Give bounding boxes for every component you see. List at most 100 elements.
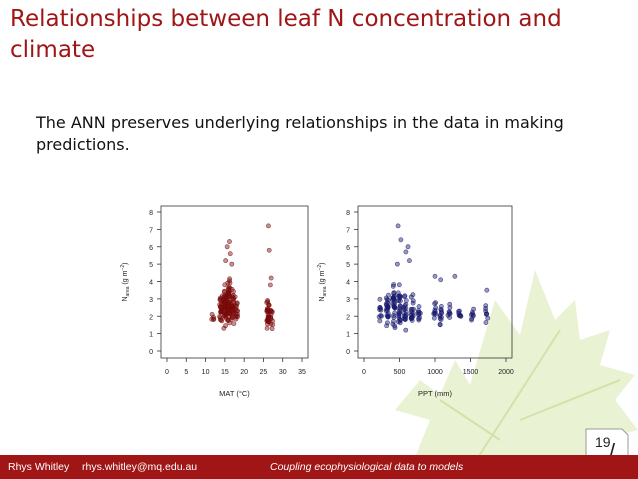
data-point bbox=[484, 311, 489, 317]
data-point bbox=[409, 318, 415, 323]
data-point bbox=[227, 239, 232, 244]
data-point bbox=[457, 308, 462, 314]
y-tick-label: 8 bbox=[346, 210, 350, 217]
y-axis-label: Narea (g m−2) bbox=[317, 262, 328, 301]
data-point bbox=[394, 261, 400, 267]
data-point bbox=[447, 311, 452, 317]
data-point bbox=[403, 301, 409, 307]
data-point bbox=[264, 325, 270, 331]
data-point bbox=[377, 318, 383, 324]
data-point bbox=[232, 307, 238, 313]
data-point bbox=[233, 316, 239, 322]
x-tick-label: 10 bbox=[202, 369, 210, 376]
y-tick-label: 3 bbox=[346, 297, 350, 304]
data-point bbox=[377, 296, 383, 302]
chart-ppt: 0 1 2 3 4 5 6 7 8 0 500 1000 1500 2000 PPT (mm) Narea (… bbox=[317, 205, 514, 398]
y-tick-label: 0 bbox=[346, 349, 350, 356]
data-point bbox=[397, 303, 403, 309]
x-tick-label: 0 bbox=[165, 369, 169, 376]
data-point bbox=[438, 277, 444, 283]
x-tick-label: 2000 bbox=[498, 369, 514, 376]
data-point bbox=[469, 317, 474, 323]
data-point bbox=[410, 292, 416, 298]
x-tick-label: 30 bbox=[279, 369, 287, 376]
data-point bbox=[209, 311, 215, 317]
y-tick-label: 7 bbox=[346, 227, 350, 234]
data-point bbox=[391, 315, 397, 320]
data-point bbox=[269, 326, 275, 332]
data-point bbox=[386, 313, 392, 319]
data-point bbox=[402, 316, 408, 322]
data-point bbox=[483, 303, 489, 309]
y-tick-label: 2 bbox=[346, 314, 350, 321]
data-point bbox=[231, 321, 237, 327]
data-point bbox=[390, 283, 396, 289]
data-point bbox=[410, 298, 416, 304]
data-point bbox=[411, 306, 416, 312]
y-tick-label: 1 bbox=[346, 332, 350, 339]
data-point bbox=[377, 307, 382, 312]
plot-frame bbox=[160, 205, 309, 359]
data-point bbox=[438, 304, 444, 309]
y-tick-label: 8 bbox=[149, 210, 153, 217]
data-point bbox=[405, 244, 411, 250]
data-point bbox=[470, 309, 475, 315]
data-point bbox=[211, 314, 216, 320]
data-point bbox=[458, 313, 464, 318]
data-point bbox=[483, 308, 489, 314]
data-point bbox=[385, 308, 390, 313]
y-tick-label: 5 bbox=[149, 262, 153, 269]
data-point bbox=[227, 251, 233, 257]
data-point bbox=[392, 305, 398, 311]
data-point bbox=[231, 289, 236, 294]
y-tick-label: 4 bbox=[346, 280, 350, 287]
data-point bbox=[433, 305, 439, 311]
x-axis-label: PPT (mm) bbox=[418, 389, 453, 398]
data-point bbox=[231, 296, 236, 302]
data-point bbox=[447, 315, 453, 320]
page-slash: / bbox=[609, 439, 616, 464]
data-point bbox=[224, 244, 230, 250]
data-point bbox=[222, 288, 227, 294]
data-point bbox=[264, 300, 270, 305]
y-tick-label: 2 bbox=[149, 314, 153, 321]
footer-bar: Rhys Whitley rhys.whitley@mq.edu.au Coup… bbox=[0, 455, 638, 479]
data-point bbox=[470, 313, 476, 319]
data-point bbox=[234, 304, 239, 309]
data-point bbox=[403, 305, 409, 311]
data-point bbox=[395, 223, 401, 229]
data-point bbox=[266, 247, 272, 253]
data-point bbox=[416, 304, 422, 309]
footer-email: rhys.whitley@mq.edu.au bbox=[82, 461, 198, 473]
y-tick-label: 4 bbox=[149, 280, 153, 287]
data-point bbox=[233, 311, 239, 317]
data-point bbox=[226, 290, 231, 296]
data-point bbox=[411, 310, 416, 316]
maple-leaf-icon bbox=[395, 270, 638, 470]
data-point bbox=[397, 316, 403, 322]
data-point bbox=[416, 316, 421, 322]
data-point bbox=[483, 320, 489, 325]
leaf-vein-icon bbox=[439, 329, 621, 471]
data-point bbox=[229, 261, 235, 267]
data-point bbox=[232, 294, 238, 300]
data-point bbox=[397, 320, 403, 326]
slide-subtitle: The ANN preserves underlying relationshi… bbox=[36, 113, 564, 154]
data-point bbox=[397, 309, 402, 314]
plot-frame bbox=[357, 205, 513, 359]
data-point bbox=[235, 314, 241, 320]
data-point bbox=[379, 313, 384, 319]
x-tick-label: 1000 bbox=[427, 369, 443, 376]
data-point bbox=[268, 316, 274, 321]
data-point bbox=[268, 275, 274, 281]
data-point bbox=[385, 320, 390, 326]
data-point bbox=[270, 322, 276, 328]
data-point bbox=[396, 282, 402, 288]
y-tick-label: 6 bbox=[346, 245, 350, 252]
data-point bbox=[452, 273, 458, 279]
data-point bbox=[431, 315, 437, 321]
y-axis-label: Narea (g m−2) bbox=[120, 262, 131, 301]
